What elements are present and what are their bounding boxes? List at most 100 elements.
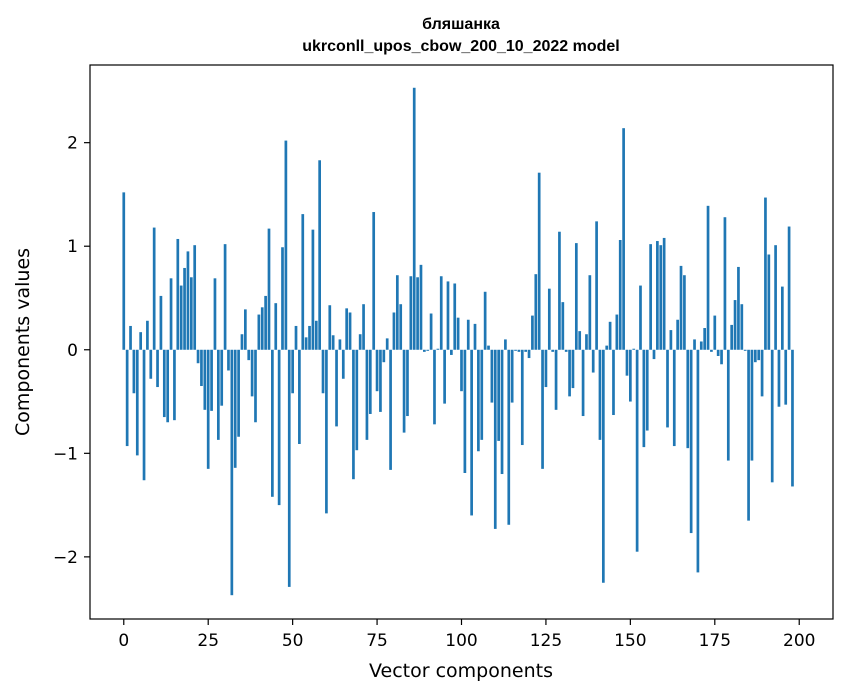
bar-181 — [733, 300, 737, 350]
bar-176 — [716, 349, 720, 356]
bar-142 — [601, 349, 605, 583]
bar-1 — [125, 349, 129, 447]
bar-109 — [490, 349, 494, 403]
bar-167 — [686, 349, 690, 449]
bar-10 — [156, 349, 159, 388]
bar-62 — [331, 335, 335, 350]
y-tick-label: 1 — [67, 237, 78, 257]
bar-135 — [578, 331, 582, 350]
bar-24 — [203, 349, 207, 410]
bar-138 — [588, 275, 592, 350]
bar-180 — [730, 324, 734, 350]
bar-93 — [436, 348, 440, 350]
bar-107 — [483, 291, 487, 350]
bar-156 — [649, 244, 652, 350]
bar-188 — [757, 349, 761, 361]
bar-126 — [547, 288, 551, 350]
bar-78 — [385, 338, 389, 350]
bar-71 — [362, 304, 365, 350]
x-tick-label: 200 — [783, 631, 815, 651]
bar-112 — [500, 349, 504, 475]
bar-104 — [473, 323, 477, 350]
bar-28 — [216, 349, 220, 440]
bar-173 — [706, 205, 710, 350]
bar-187 — [753, 349, 757, 363]
bar-198 — [791, 349, 794, 487]
bar-37 — [247, 349, 251, 361]
bar-88 — [419, 264, 423, 350]
bar-55 — [308, 325, 311, 350]
bar-73 — [368, 349, 372, 414]
bar-94 — [439, 276, 443, 350]
bar-59 — [321, 349, 325, 394]
bar-127 — [551, 349, 555, 352]
bar-123 — [537, 172, 541, 350]
bar-143 — [605, 345, 609, 350]
bar-136 — [581, 349, 585, 417]
bar-139 — [591, 349, 595, 373]
bar-164 — [676, 319, 679, 350]
bar-32 — [230, 349, 234, 596]
x-tick-label: 125 — [530, 631, 562, 651]
bar-189 — [760, 349, 764, 397]
bar-191 — [767, 254, 771, 350]
bar-190 — [764, 197, 767, 350]
bar-134 — [574, 243, 578, 350]
x-tick-label: 25 — [197, 631, 219, 651]
bar-90 — [426, 349, 430, 351]
x-axis-label: Vector components — [369, 660, 553, 682]
bar-169 — [693, 339, 696, 350]
bar-151 — [632, 348, 636, 350]
bar-125 — [544, 349, 548, 388]
x-tick-label: 175 — [699, 631, 731, 651]
bar-86 — [412, 87, 416, 350]
bar-128 — [554, 349, 558, 410]
bar-44 — [271, 349, 274, 497]
y-axis-ticks: −2 −1 0 1 2 — [53, 134, 90, 568]
bar-36 — [244, 309, 247, 350]
bar-48 — [284, 140, 288, 350]
bar-184 — [743, 349, 747, 351]
bar-70 — [358, 334, 362, 350]
bar-66 — [345, 308, 349, 350]
bar-22 — [196, 349, 200, 364]
bar-162 — [669, 330, 673, 350]
y-tick-label: −2 — [53, 548, 78, 568]
bar-120 — [527, 349, 531, 359]
bar-68 — [352, 349, 355, 480]
bar-174 — [710, 349, 713, 352]
bar-178 — [723, 217, 727, 350]
bar-43 — [267, 228, 271, 350]
bar-121 — [531, 315, 534, 350]
bar-116 — [514, 349, 517, 351]
x-tick-label: 150 — [614, 631, 646, 651]
bar-98 — [453, 283, 457, 350]
bar-30 — [223, 244, 227, 350]
bar-4 — [135, 349, 139, 456]
bar-158 — [656, 241, 659, 350]
bar-57 — [314, 320, 318, 350]
bar-49 — [287, 349, 291, 587]
bar-166 — [683, 275, 686, 350]
plot-frame — [89, 64, 834, 620]
bar-110 — [493, 349, 497, 529]
bar-91 — [429, 313, 433, 350]
bar-102 — [466, 319, 470, 350]
x-tick-label: 0 — [118, 631, 129, 651]
bar-129 — [558, 231, 561, 350]
bar-89 — [423, 349, 426, 352]
bar-118 — [520, 349, 524, 446]
x-axis-ticks: 0 25 50 75 100 125 150 175 200 — [118, 619, 815, 651]
bar-171 — [699, 341, 703, 350]
bar-150 — [629, 349, 632, 402]
bar-20 — [189, 277, 193, 350]
bar-85 — [409, 276, 413, 350]
bar-47 — [281, 247, 284, 350]
bar-15 — [173, 349, 176, 421]
bar-152 — [635, 349, 639, 552]
bar-115 — [510, 349, 514, 403]
bar-35 — [240, 334, 244, 350]
bar-108 — [487, 345, 490, 350]
bar-172 — [703, 328, 707, 350]
